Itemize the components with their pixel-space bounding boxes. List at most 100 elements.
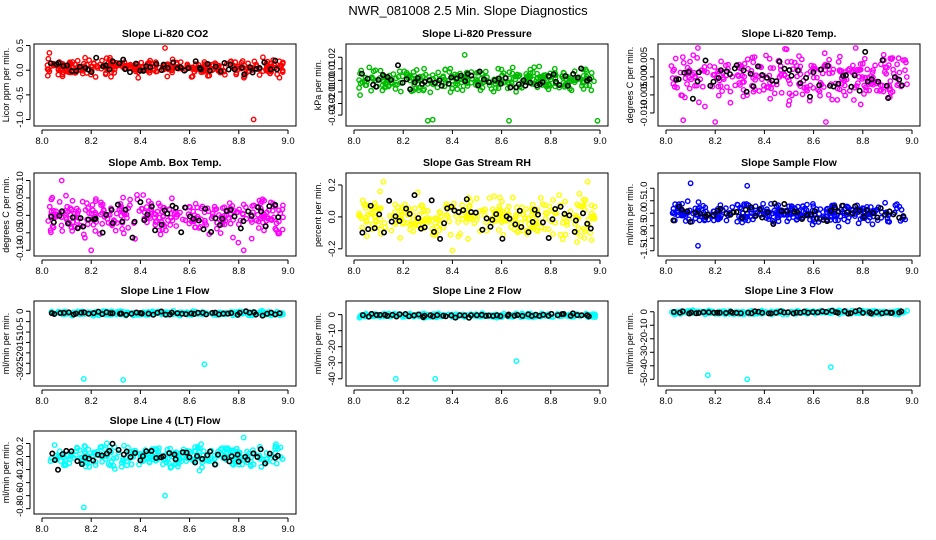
outlier-point [380,178,387,185]
overlay-point [170,59,177,66]
data-point [255,225,262,231]
data-point [531,64,538,71]
overlay-point [891,74,898,81]
scatter-series [356,310,598,382]
data-point [479,207,486,214]
overlay-point [411,79,418,86]
data-point [183,458,190,464]
x-tick-label: 8.2 [85,396,98,407]
data-point [495,65,502,72]
y-tick-label: -25 [15,356,26,370]
data-point [739,219,746,226]
y-tick-label: -50 [639,372,650,386]
data-point [385,83,392,90]
y-tick-label: 0 [327,312,338,317]
overlay-point [64,62,71,69]
overlay-point [879,57,886,64]
data-point [836,67,843,74]
overlay-point [203,311,210,318]
overlay-point [386,197,393,204]
data-point [92,74,99,80]
data-point [538,224,545,231]
overlay-point [50,219,57,226]
data-point [894,61,900,68]
x-tick-label: 8.8 [232,524,245,535]
data-point [82,463,89,470]
x-tick-label: 8.6 [495,266,508,277]
overlay-point [516,207,523,214]
data-point [512,73,518,80]
data-point [198,441,205,447]
overlay-point [874,214,881,221]
data-point [407,226,413,233]
data-point [496,206,503,213]
data-point [508,79,515,86]
overlay-point [806,93,813,100]
data-point [442,66,448,73]
data-point [82,54,89,61]
data-point [359,197,366,204]
data-point [486,82,493,89]
overlay-point [742,206,749,213]
overlay-point [192,459,199,466]
overlay-point [267,66,274,73]
data-point [807,82,814,89]
overlay-point [670,217,677,224]
overlay-point [72,310,79,317]
overlay-point [255,204,262,211]
data-point [390,71,397,78]
overlay-point [560,310,567,317]
overlay-point [59,451,66,458]
chart-panel-9: Slope Line 3 Flow 8.0 8.2 8.4 8.6 8.8 9.0 -50-4… [625,285,921,407]
data-point [46,203,53,210]
y-axis: -50-40-30-20-10 0 [639,309,655,386]
data-point [865,81,872,88]
overlay-point [158,221,165,228]
overlay-point [411,192,418,199]
overlay-point [231,213,238,220]
overlay-point [262,460,269,467]
plot-frame [33,430,297,515]
data-point [522,214,529,221]
overlay-point [489,216,496,223]
data-point [741,73,748,80]
overlay-point [730,209,737,216]
data-point [272,225,279,232]
data-point [372,77,379,84]
overlay-point [58,208,65,215]
overlay-point [548,310,555,317]
data-point [379,82,386,89]
data-point [261,211,268,218]
overlay-point [794,67,801,74]
data-point [459,87,466,94]
overlay-point [276,310,283,317]
data-point [358,215,365,222]
x-tick-label: 8.2 [709,136,722,147]
data-point [230,234,236,241]
data-point [421,208,428,215]
data-point [711,64,718,70]
data-point [829,96,835,103]
data-point [572,220,579,227]
data-point [851,84,858,91]
y-tick-label: 0.5 [639,194,650,207]
data-point [506,69,513,76]
data-point [565,80,571,86]
data-point [854,66,861,73]
overlay-point [394,62,401,69]
overlay-point [141,217,148,224]
data-point [446,218,453,225]
overlay-point [396,218,403,225]
data-point [837,53,843,60]
data-point [760,82,767,89]
overlay-point [274,452,281,459]
x-tick-label: 8.2 [85,136,98,147]
data-point [51,442,58,448]
data-point [387,212,393,219]
x-axis: 8.0 8.2 8.4 8.6 8.8 9.0 [35,517,295,535]
overlay-point [240,218,247,225]
data-point [719,88,725,95]
data-point [92,228,99,234]
overlay-point [803,74,810,81]
overlay-point [824,218,831,225]
